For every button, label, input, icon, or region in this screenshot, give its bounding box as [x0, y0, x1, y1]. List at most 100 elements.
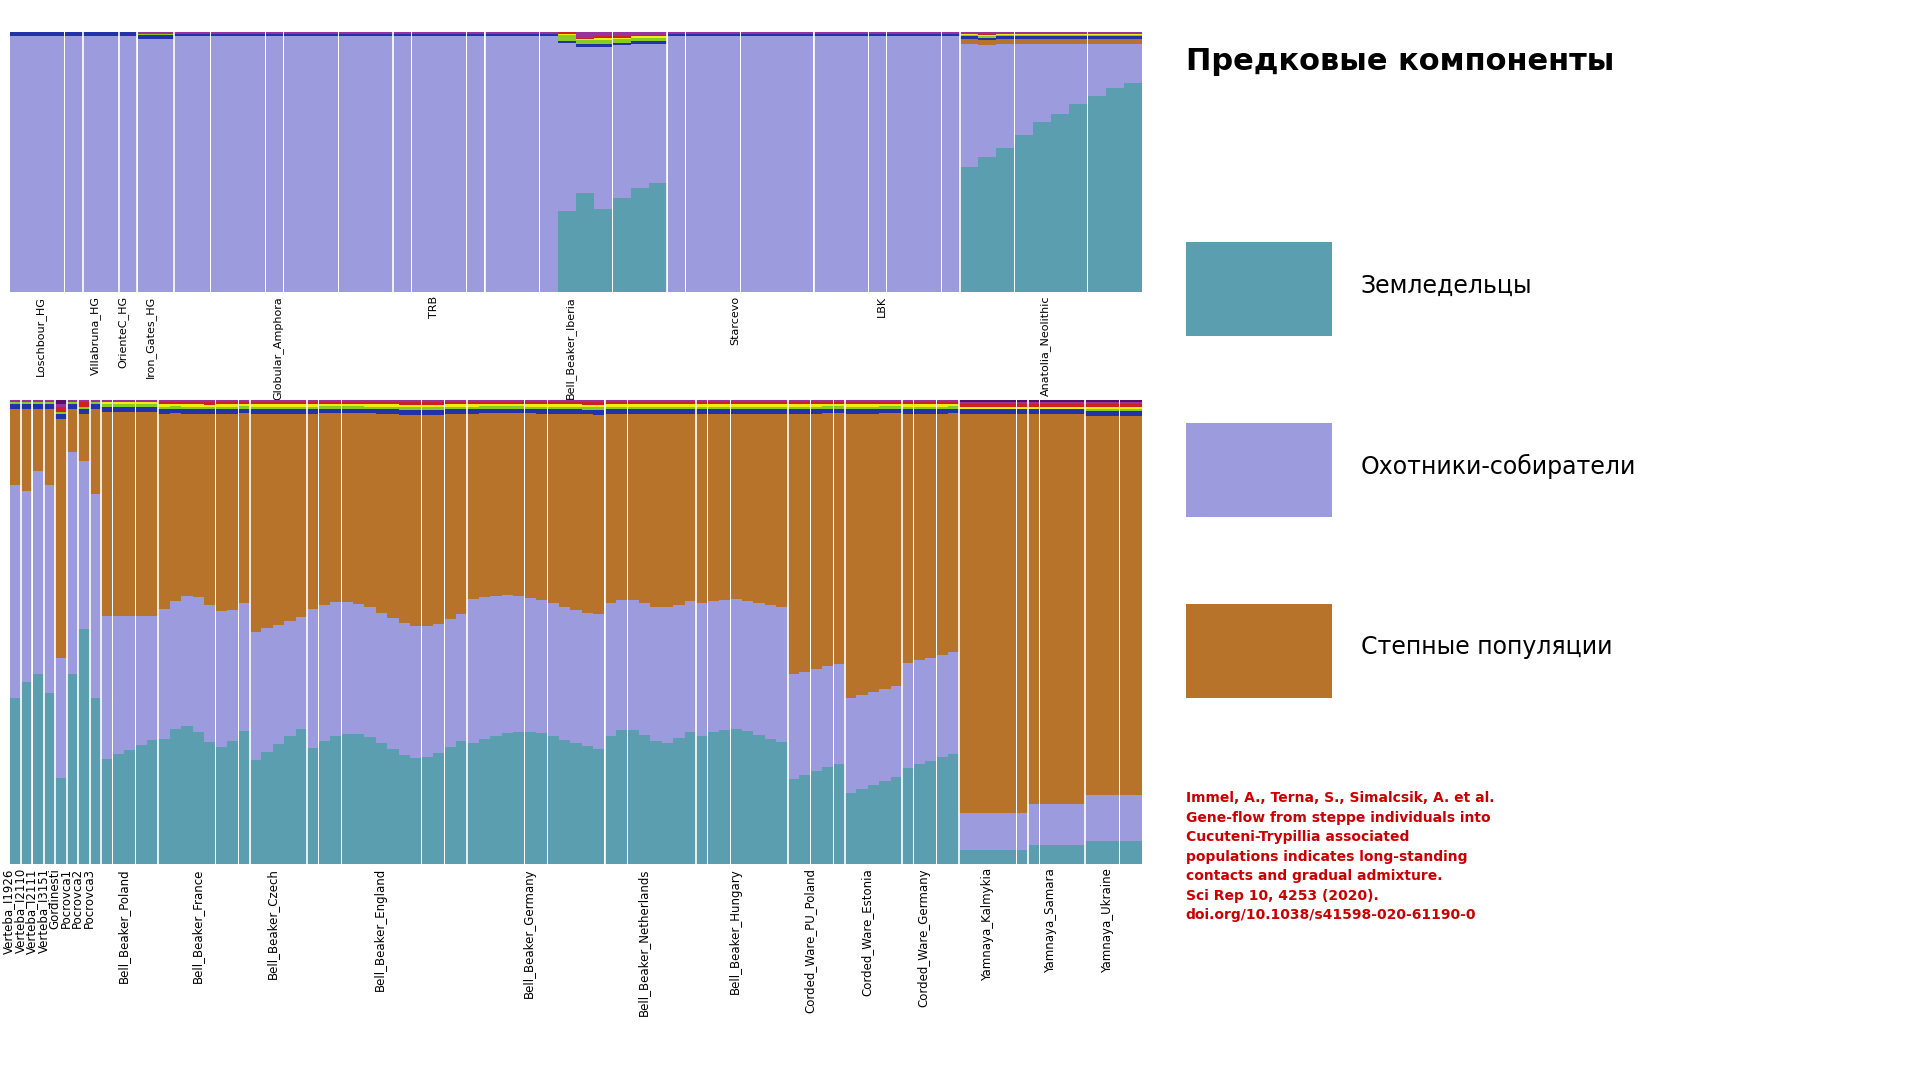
Bar	[273, 414, 284, 624]
Bar	[79, 414, 90, 460]
Bar	[576, 39, 593, 40]
Bar	[720, 406, 730, 409]
Bar	[273, 744, 284, 864]
Bar	[891, 402, 902, 404]
Bar	[983, 400, 993, 402]
Bar	[1052, 39, 1069, 44]
Bar	[972, 409, 983, 414]
Bar	[685, 37, 705, 292]
Bar	[113, 400, 125, 402]
Bar	[977, 38, 996, 40]
Bar	[1108, 404, 1119, 406]
Bar	[845, 400, 856, 402]
Bar	[250, 400, 261, 402]
Bar	[868, 400, 879, 402]
Bar	[44, 404, 56, 409]
Bar	[353, 408, 365, 414]
Bar	[319, 408, 330, 414]
Bar	[559, 740, 570, 864]
Bar	[628, 402, 639, 404]
Bar	[937, 414, 948, 654]
Bar	[685, 32, 705, 33]
Bar	[434, 402, 444, 405]
Bar	[136, 407, 146, 411]
Bar	[388, 400, 399, 402]
Bar	[136, 400, 146, 402]
Bar	[445, 400, 455, 402]
Bar	[204, 409, 215, 415]
Text: Bell_Beaker_England: Bell_Beaker_England	[374, 868, 388, 991]
Bar	[1027, 402, 1039, 404]
Bar	[455, 402, 467, 404]
Bar	[490, 404, 501, 406]
Bar	[175, 33, 192, 37]
Bar	[605, 407, 616, 409]
Bar	[10, 402, 21, 404]
Bar	[1039, 400, 1050, 402]
Bar	[639, 414, 651, 603]
Bar	[845, 793, 856, 864]
Bar	[576, 46, 593, 193]
Bar	[79, 402, 90, 407]
Bar	[925, 409, 937, 414]
Bar	[1089, 32, 1106, 33]
Bar	[605, 737, 616, 864]
Bar	[674, 409, 685, 414]
Bar	[937, 757, 948, 864]
Bar	[1085, 406, 1096, 409]
Bar	[605, 404, 616, 407]
Bar	[833, 404, 845, 406]
Bar	[972, 850, 983, 864]
Bar	[284, 414, 296, 621]
Bar	[995, 400, 1004, 402]
Bar	[708, 414, 718, 602]
Bar	[486, 37, 503, 292]
Bar	[570, 407, 582, 409]
Bar	[1085, 795, 1096, 841]
Bar	[595, 40, 612, 44]
Bar	[856, 402, 868, 404]
Bar	[662, 743, 674, 864]
Bar	[764, 402, 776, 404]
Bar	[125, 617, 134, 750]
Bar	[960, 33, 977, 35]
Bar	[422, 409, 432, 415]
Bar	[960, 32, 977, 33]
Text: TRB: TRB	[428, 296, 440, 318]
Bar	[422, 407, 432, 409]
Bar	[513, 404, 524, 406]
Bar	[960, 409, 972, 414]
Bar	[307, 414, 319, 608]
Bar	[1062, 400, 1073, 402]
Bar	[810, 414, 822, 669]
Bar	[570, 409, 582, 415]
Bar	[720, 400, 730, 402]
Bar	[478, 402, 490, 404]
Bar	[595, 32, 612, 37]
Bar	[227, 404, 238, 407]
Bar	[540, 32, 557, 33]
Bar	[996, 37, 1014, 39]
Bar	[977, 157, 996, 292]
Bar	[422, 405, 432, 407]
Bar	[301, 32, 321, 33]
Bar	[593, 405, 605, 407]
Bar	[56, 414, 67, 419]
Bar	[697, 737, 707, 864]
Bar	[758, 33, 778, 37]
Bar	[524, 597, 536, 732]
Bar	[708, 404, 718, 407]
Bar	[445, 405, 455, 407]
Bar	[365, 607, 376, 738]
Bar	[960, 402, 972, 404]
Bar	[513, 402, 524, 404]
Bar	[595, 46, 612, 208]
Text: Villabruna_HG: Villabruna_HG	[90, 296, 102, 375]
Bar	[455, 741, 467, 864]
Bar	[697, 407, 707, 409]
Bar	[799, 414, 810, 672]
Bar	[1119, 409, 1131, 411]
Bar	[411, 33, 430, 37]
Bar	[1069, 104, 1087, 292]
Bar	[238, 402, 250, 404]
